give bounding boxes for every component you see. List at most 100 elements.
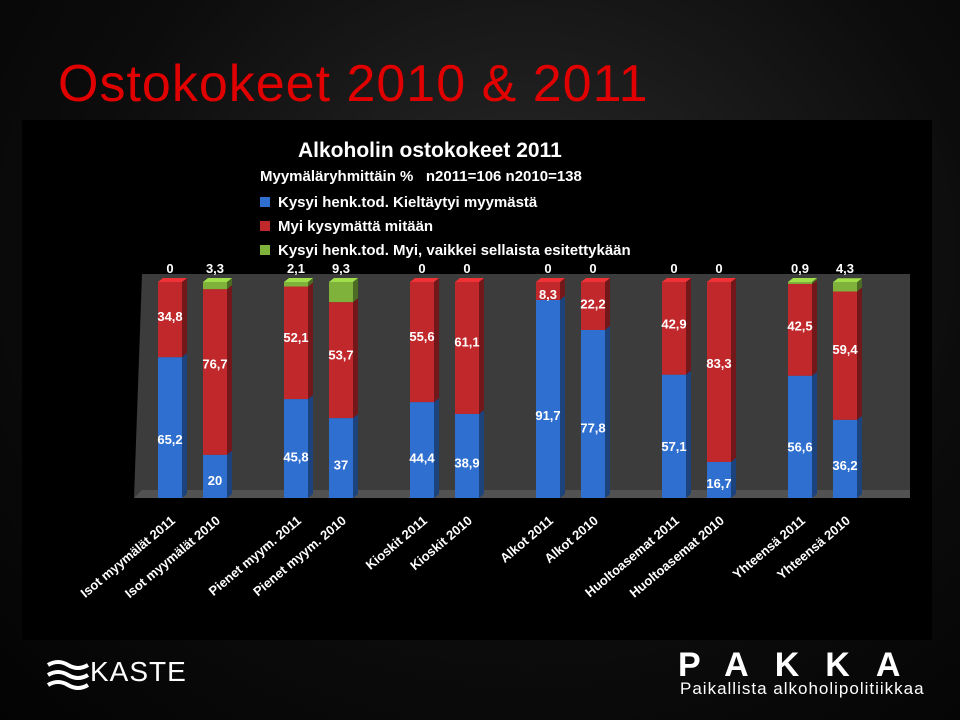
data-label: 0 xyxy=(589,261,596,276)
data-label: 9,3 xyxy=(332,261,350,276)
bar-segment-side xyxy=(479,278,484,414)
bar-segment-side xyxy=(227,285,232,455)
pakka-logo-subtitle: Paikallista alkoholipolitiikkaa xyxy=(680,679,925,698)
chart-subtitle: Myymäläryhmittäin % n2011=106 n2010=138 xyxy=(260,168,582,185)
bar-segment-side xyxy=(227,450,232,498)
data-label: 45,8 xyxy=(283,449,308,464)
data-label: 0,9 xyxy=(791,261,809,276)
bar-segment xyxy=(833,291,857,420)
data-label: 8,3 xyxy=(539,287,557,302)
bar-top xyxy=(788,278,817,282)
legend-swatch xyxy=(260,197,270,207)
data-label: 42,5 xyxy=(787,318,812,333)
bar-segment-side xyxy=(479,409,484,498)
data-label: 16,7 xyxy=(706,476,731,491)
bar-segment xyxy=(662,374,686,498)
bar-segment-side xyxy=(353,298,358,419)
bar-top xyxy=(158,278,187,282)
chart: Alkoholin ostokokeet 2011 Myymäläryhmitt… xyxy=(77,139,910,601)
data-label: 4,3 xyxy=(836,261,854,276)
bar-segment-side xyxy=(308,395,313,498)
chart-title: Alkoholin ostokokeet 2011 xyxy=(298,139,562,162)
bar-segment xyxy=(455,413,479,498)
legend-swatch xyxy=(260,221,270,231)
legend-label: Myi kysymättä mitään xyxy=(278,218,433,235)
bar-segment xyxy=(158,357,182,498)
data-label: 0 xyxy=(418,261,425,276)
data-label: 65,2 xyxy=(157,432,182,447)
chart-plot-area: 65,2 34,8 0 20 76,7 3,3 45,8 52,1 2,1 37 53,7 9,3 44… xyxy=(134,261,910,498)
bar-segment-side xyxy=(434,398,439,498)
data-label: 0 xyxy=(715,261,722,276)
data-label: 34,8 xyxy=(157,309,182,324)
bar-segment xyxy=(284,282,308,287)
data-label: 76,7 xyxy=(202,357,227,372)
bar-segment xyxy=(203,289,227,455)
bar-segment xyxy=(707,461,731,498)
bar-segment-side xyxy=(308,282,313,400)
data-label: 53,7 xyxy=(328,347,353,362)
data-label: 0 xyxy=(544,261,551,276)
data-label: 57,1 xyxy=(661,439,686,454)
data-label: 61,1 xyxy=(454,334,479,349)
bar-segment-side xyxy=(812,371,817,498)
data-label: 20 xyxy=(208,473,222,488)
legend-swatch xyxy=(260,245,270,255)
bar-segment xyxy=(329,302,353,419)
bar-top xyxy=(455,278,484,282)
bar-segment-side xyxy=(227,278,232,290)
bar-segment xyxy=(455,282,479,414)
bar-top xyxy=(284,278,313,282)
bar-top xyxy=(329,278,358,282)
bar-segment xyxy=(203,282,227,290)
bar-top xyxy=(662,278,691,282)
bar-segment-side xyxy=(353,278,358,303)
bar-segment xyxy=(788,375,812,498)
legend-label: Kysyi henk.tod. Kieltäytyi myymästä xyxy=(278,194,538,211)
bar-segment-side xyxy=(812,278,817,284)
kaste-logo-icon xyxy=(46,660,90,690)
chart-legend: Kysyi henk.tod. Kieltäytyi myymästä Myi k… xyxy=(260,194,631,259)
bar-segment xyxy=(203,454,227,498)
data-label: 2,1 xyxy=(287,261,305,276)
data-label: 0 xyxy=(670,261,677,276)
bar-segment-side xyxy=(686,278,691,375)
bar-segment-side xyxy=(353,414,358,498)
bar-segment xyxy=(788,283,812,376)
data-label: 3,3 xyxy=(206,261,224,276)
data-label: 38,9 xyxy=(454,456,479,471)
kaste-logo-text: KASTE xyxy=(90,656,187,687)
pakka-logo-name: PAKKA xyxy=(678,646,927,684)
data-label: 52,1 xyxy=(283,330,308,345)
bar-top xyxy=(410,278,439,282)
bar-segment-side xyxy=(560,278,565,300)
bar-segment xyxy=(662,282,686,375)
slide-title: Ostokokeet 2010 & 2011 xyxy=(58,55,649,113)
bar-segment xyxy=(581,282,605,330)
bar-segment xyxy=(410,282,434,403)
bar-segment-side xyxy=(857,278,862,292)
bar-segment-side xyxy=(308,278,313,287)
data-label: 36,2 xyxy=(832,458,857,473)
data-label: 0 xyxy=(463,261,470,276)
data-label: 37 xyxy=(334,457,348,472)
bar-segment-side xyxy=(182,278,187,358)
bar-top xyxy=(581,278,610,282)
bar-segment xyxy=(788,282,812,284)
data-label: 42,9 xyxy=(661,317,686,332)
bar-segment xyxy=(833,419,857,498)
bar-segment xyxy=(284,286,308,400)
bar-segment xyxy=(536,299,560,498)
bar-segment xyxy=(536,282,560,300)
bar-segment-side xyxy=(182,353,187,498)
data-label: 59,4 xyxy=(832,342,858,357)
data-label: 0 xyxy=(166,261,173,276)
bar-segment xyxy=(410,402,434,498)
bar-segment xyxy=(833,282,857,292)
bar-top xyxy=(707,278,736,282)
bar-segment-side xyxy=(605,278,610,330)
bar-segment-side xyxy=(731,278,736,462)
bar-segment-side xyxy=(731,457,736,498)
bar-segment-side xyxy=(434,278,439,403)
